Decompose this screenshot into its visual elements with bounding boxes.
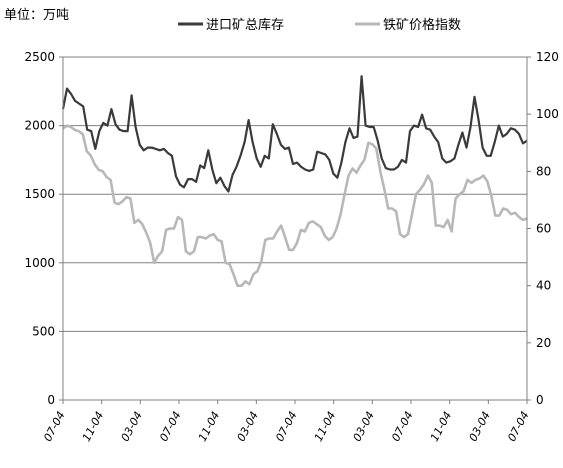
right-tick-label-2: 40 bbox=[536, 279, 551, 293]
x-tick-label-6: 07-04 bbox=[273, 409, 299, 443]
right-tick-label-5: 100 bbox=[536, 107, 559, 121]
x-tick-label-5: 03-04 bbox=[234, 409, 260, 443]
x-tick-label-12: 07-04 bbox=[505, 409, 531, 443]
x-tick-label-7: 11-04 bbox=[312, 409, 338, 443]
series-line-iron-ore-price-index bbox=[62, 124, 528, 288]
left-tick-label-5: 2500 bbox=[24, 50, 55, 64]
series-line-import-ore-inventory bbox=[61, 75, 528, 193]
right-axis-ticks: 0 20 40 60 80 100 120 bbox=[527, 50, 559, 407]
x-tick-label-0: 07-04 bbox=[41, 409, 67, 443]
unit-label: 单位：万吨 bbox=[4, 8, 69, 23]
left-tick-label-0: 0 bbox=[47, 393, 55, 407]
legend: 进口矿总库存 铁矿价格指数 bbox=[178, 17, 461, 33]
grid bbox=[63, 56, 527, 332]
left-axis-ticks: 0 500 1000 1500 2000 2500 bbox=[24, 50, 63, 407]
right-tick-label-6: 120 bbox=[536, 50, 559, 64]
left-tick-label-3: 1500 bbox=[24, 187, 55, 201]
right-tick-label-1: 20 bbox=[536, 336, 551, 350]
right-tick-label-3: 60 bbox=[536, 222, 551, 236]
legend-label-0: 进口矿总库存 bbox=[206, 17, 284, 33]
left-tick-label-1: 500 bbox=[32, 324, 55, 338]
x-tick-label-1: 11-04 bbox=[80, 409, 106, 443]
x-tick-label-11: 03-04 bbox=[466, 409, 492, 443]
right-tick-label-4: 80 bbox=[536, 164, 551, 178]
left-tick-label-4: 2000 bbox=[24, 119, 55, 133]
x-tick-label-10: 11-04 bbox=[428, 409, 454, 443]
right-tick-label-0: 0 bbox=[536, 393, 544, 407]
series-layer bbox=[61, 75, 528, 288]
legend-label-1: 铁矿价格指数 bbox=[383, 17, 461, 33]
x-axis-ticks: 07-04 11-04 03-04 07-04 11-04 03-04 07-04 11-04… bbox=[41, 400, 532, 444]
x-tick-label-8: 03-04 bbox=[350, 409, 376, 443]
x-tick-label-3: 07-04 bbox=[157, 409, 183, 443]
x-tick-label-4: 11-04 bbox=[196, 409, 222, 443]
x-tick-label-2: 03-04 bbox=[118, 409, 144, 443]
x-tick-label-9: 07-04 bbox=[389, 409, 415, 443]
left-tick-label-2: 1000 bbox=[24, 256, 55, 270]
